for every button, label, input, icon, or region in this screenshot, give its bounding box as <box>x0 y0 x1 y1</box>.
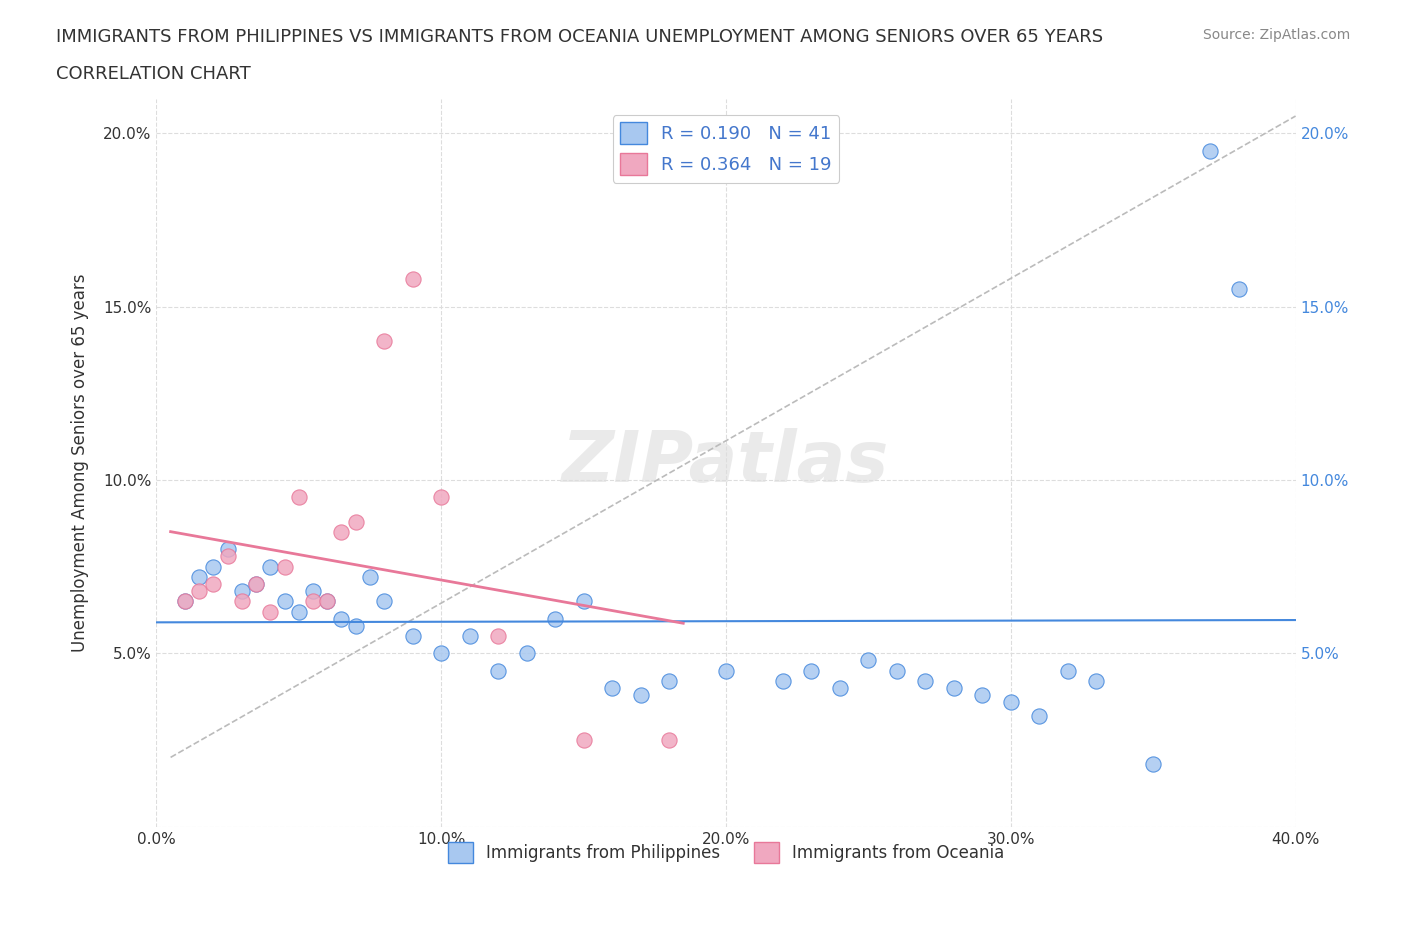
Point <box>302 583 325 598</box>
Point <box>231 583 253 598</box>
Point <box>287 490 309 505</box>
Point <box>458 629 481 644</box>
Point <box>430 646 453 661</box>
Point <box>942 681 965 696</box>
Text: Source: ZipAtlas.com: Source: ZipAtlas.com <box>1202 28 1350 42</box>
Point <box>1028 709 1050 724</box>
Point <box>430 490 453 505</box>
Point <box>1000 695 1022 710</box>
Point <box>572 594 595 609</box>
Point <box>486 663 509 678</box>
Point <box>800 663 823 678</box>
Legend: Immigrants from Philippines, Immigrants from Oceania: Immigrants from Philippines, Immigrants … <box>441 836 1011 870</box>
Point <box>344 618 367 633</box>
Point <box>273 594 295 609</box>
Point <box>259 604 281 619</box>
Point <box>245 577 267 591</box>
Point <box>658 673 681 688</box>
Text: IMMIGRANTS FROM PHILIPPINES VS IMMIGRANTS FROM OCEANIA UNEMPLOYMENT AMONG SENIOR: IMMIGRANTS FROM PHILIPPINES VS IMMIGRANT… <box>56 28 1104 46</box>
Point <box>202 559 225 574</box>
Point <box>886 663 908 678</box>
Point <box>1199 143 1222 158</box>
Point <box>486 629 509 644</box>
Point <box>402 272 425 286</box>
Point <box>330 611 353 626</box>
Point <box>316 594 339 609</box>
Point <box>188 570 211 585</box>
Y-axis label: Unemployment Among Seniors over 65 years: Unemployment Among Seniors over 65 years <box>72 273 89 652</box>
Point <box>344 514 367 529</box>
Point <box>188 583 211 598</box>
Point <box>402 629 425 644</box>
Text: CORRELATION CHART: CORRELATION CHART <box>56 65 252 83</box>
Point <box>273 559 295 574</box>
Point <box>658 733 681 748</box>
Point <box>772 673 794 688</box>
Point <box>259 559 281 574</box>
Point <box>173 594 195 609</box>
Point <box>245 577 267 591</box>
Point <box>516 646 538 661</box>
Point <box>316 594 339 609</box>
Point <box>287 604 309 619</box>
Point <box>217 542 239 557</box>
Point <box>630 687 652 702</box>
Point <box>373 594 395 609</box>
Point <box>544 611 567 626</box>
Point <box>1142 757 1164 772</box>
Point <box>914 673 936 688</box>
Point <box>359 570 381 585</box>
Text: ZIPatlas: ZIPatlas <box>562 428 890 498</box>
Point <box>330 525 353 539</box>
Point <box>858 653 880 668</box>
Point <box>302 594 325 609</box>
Point <box>373 334 395 349</box>
Point <box>972 687 994 702</box>
Point <box>828 681 851 696</box>
Point <box>600 681 623 696</box>
Point <box>1056 663 1078 678</box>
Point <box>202 577 225 591</box>
Point <box>714 663 737 678</box>
Point <box>1227 282 1250 297</box>
Point <box>1085 673 1108 688</box>
Point <box>231 594 253 609</box>
Point <box>217 549 239 564</box>
Point <box>572 733 595 748</box>
Point <box>173 594 195 609</box>
